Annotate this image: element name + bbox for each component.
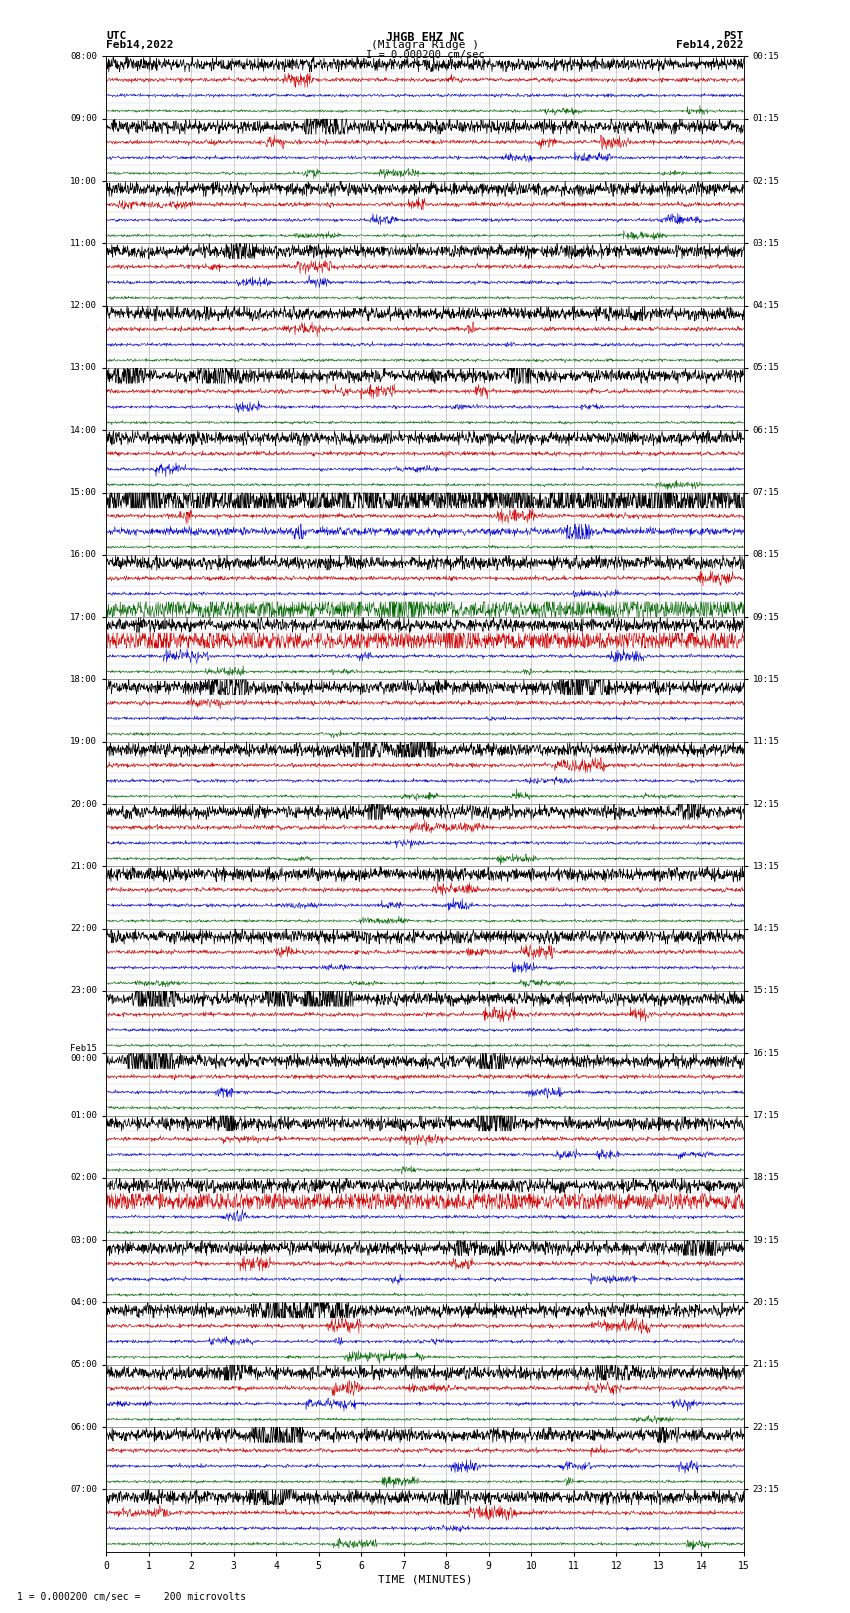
Text: 1 = 0.000200 cm/sec =    200 microvolts: 1 = 0.000200 cm/sec = 200 microvolts bbox=[17, 1592, 246, 1602]
Text: JHGB EHZ NC: JHGB EHZ NC bbox=[386, 31, 464, 44]
X-axis label: TIME (MINUTES): TIME (MINUTES) bbox=[377, 1574, 473, 1586]
Text: Feb14,2022: Feb14,2022 bbox=[106, 40, 173, 50]
Text: I = 0.000200 cm/sec: I = 0.000200 cm/sec bbox=[366, 50, 484, 60]
Text: (Milagra Ridge ): (Milagra Ridge ) bbox=[371, 40, 479, 50]
Text: PST: PST bbox=[723, 31, 744, 40]
Text: UTC: UTC bbox=[106, 31, 127, 40]
Text: Feb14,2022: Feb14,2022 bbox=[677, 40, 744, 50]
